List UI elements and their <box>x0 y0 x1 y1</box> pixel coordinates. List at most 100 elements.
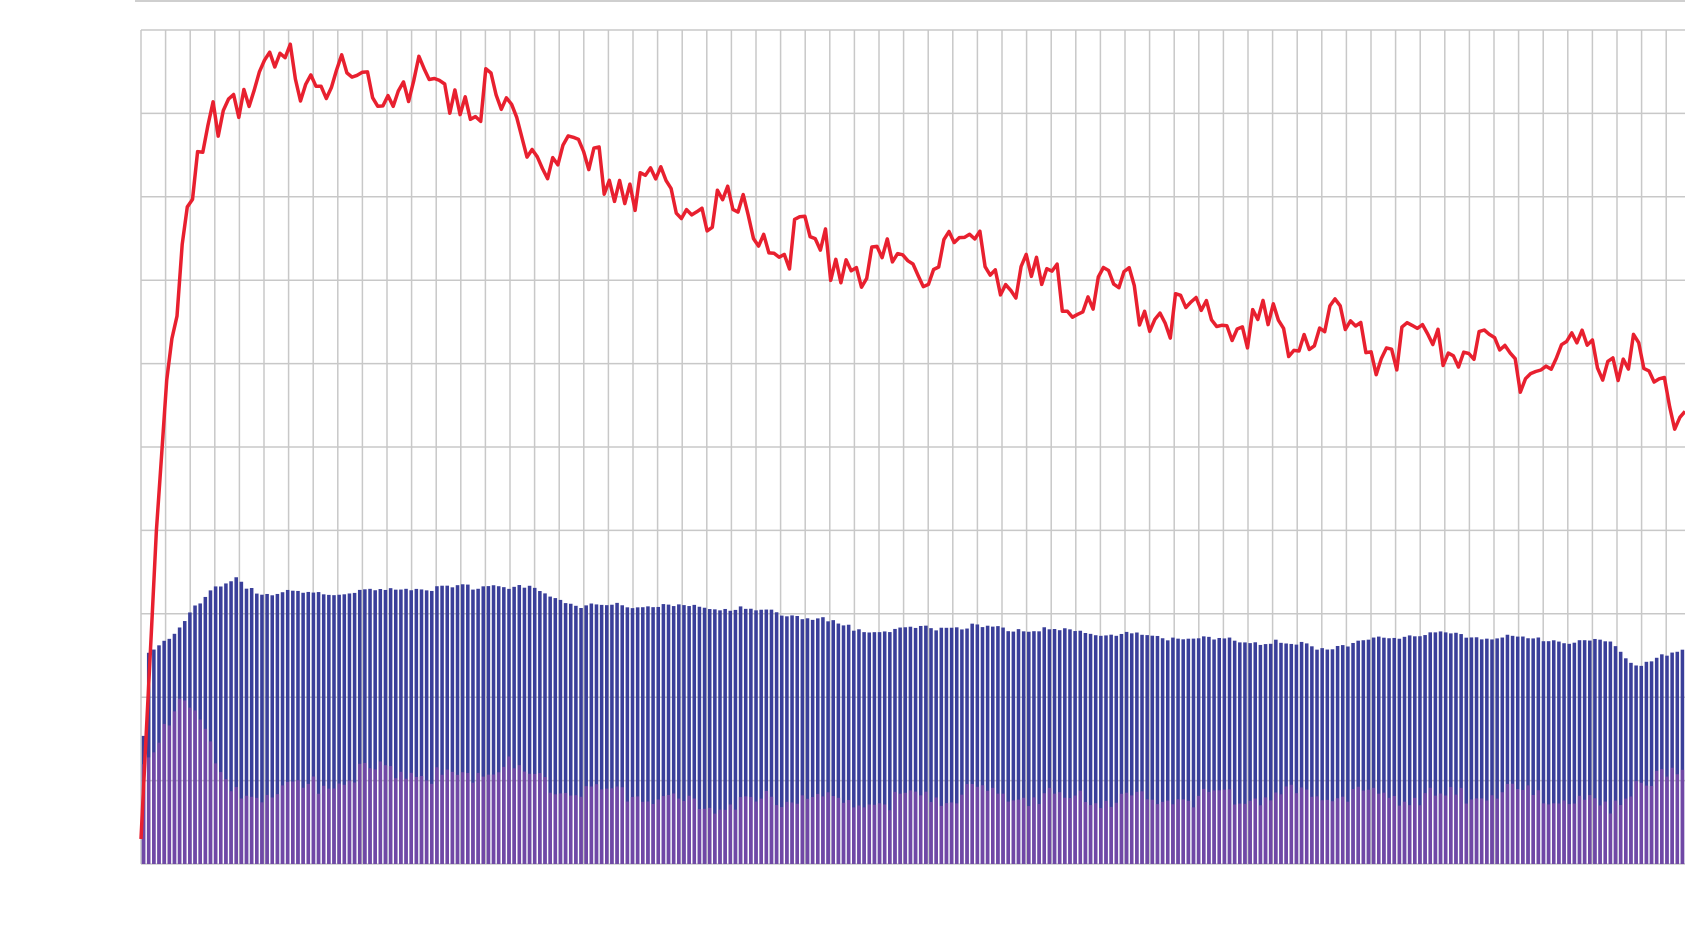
blue-bar <box>352 592 357 864</box>
purple-bar <box>167 725 172 864</box>
purple-bar <box>743 796 748 864</box>
blue-bar <box>1644 661 1649 864</box>
blue-bar <box>574 605 578 864</box>
purple-bar <box>543 777 547 864</box>
blue-bar <box>713 609 717 864</box>
blue-bar <box>1093 635 1098 864</box>
purple-bar <box>507 756 511 864</box>
purple-bar <box>265 794 269 864</box>
purple-bar <box>1675 774 1680 864</box>
blue-bar <box>229 581 233 864</box>
blue-bar <box>1258 644 1263 864</box>
purple-bar <box>1608 813 1613 864</box>
blue-bar <box>779 615 784 864</box>
blue-bar <box>476 588 480 864</box>
blue-bar <box>1150 635 1155 864</box>
blue-bar <box>1227 637 1232 864</box>
purple-bar <box>677 798 681 864</box>
blue-bar <box>682 605 686 864</box>
blue-bar <box>1675 651 1680 864</box>
blue-bar <box>836 623 841 864</box>
purple-bar <box>980 785 985 864</box>
purple-bar <box>1227 789 1232 864</box>
blue-bar <box>347 593 352 864</box>
purple-bar <box>934 797 938 864</box>
blue-bar <box>1485 638 1489 864</box>
blue-bar <box>702 607 707 864</box>
purple-bar <box>182 700 187 864</box>
purple-bar <box>481 776 486 864</box>
purple-bar <box>641 801 645 864</box>
purple-bar-series <box>141 698 1685 864</box>
purple-bar <box>558 793 563 864</box>
blue-bar <box>1299 641 1304 864</box>
blue-bar <box>852 630 856 864</box>
blue-bar <box>1407 635 1412 864</box>
blue-bar <box>908 626 913 864</box>
blue-bar <box>991 626 995 864</box>
blue-bar <box>558 599 563 864</box>
purple-bar <box>754 801 758 864</box>
purple-bar <box>1459 787 1463 864</box>
blue-bar <box>1268 643 1273 864</box>
blue-bar <box>1253 642 1258 864</box>
purple-bar <box>496 772 501 864</box>
blue-bar <box>563 603 568 864</box>
purple-bar <box>1129 795 1134 864</box>
purple-bar <box>579 796 583 864</box>
blue-bar <box>1160 638 1165 864</box>
blue-bar <box>764 609 769 864</box>
purple-bar <box>646 801 650 864</box>
blue-bar <box>363 589 367 864</box>
blue-bar <box>1474 637 1479 864</box>
purple-bar <box>1469 799 1474 864</box>
blue-bar <box>1366 639 1371 864</box>
blue-bar <box>831 620 835 864</box>
blue-bar <box>1232 640 1237 864</box>
blue-bar <box>430 590 434 864</box>
blue-bar <box>872 632 877 864</box>
blue-bar <box>316 592 321 864</box>
blue-bar <box>635 607 640 864</box>
blue-bar <box>1263 644 1268 864</box>
blue-bar <box>589 603 594 864</box>
blue-bar <box>1397 638 1402 864</box>
purple-bar <box>1377 793 1381 864</box>
blue-bar <box>378 589 383 864</box>
purple-bar <box>1258 805 1263 864</box>
purple-bar <box>1598 805 1602 864</box>
purple-bar <box>965 784 969 864</box>
purple-bar <box>975 786 980 864</box>
purple-bar <box>177 698 182 864</box>
blue-bar <box>666 604 671 864</box>
blue-bar <box>1495 638 1499 864</box>
blue-bar <box>1119 633 1124 864</box>
purple-bar <box>208 741 213 864</box>
blue-bar <box>1515 636 1520 864</box>
purple-bar <box>285 781 290 864</box>
blue-bar <box>1567 643 1571 864</box>
blue-bar <box>898 627 902 864</box>
blue-bar <box>419 589 424 864</box>
purple-bar <box>929 802 933 864</box>
blue-bar <box>1304 643 1309 864</box>
purple-bar <box>1093 803 1098 864</box>
blue-bar <box>219 586 223 864</box>
blue-bar <box>1469 637 1474 864</box>
purple-bar <box>1063 797 1067 864</box>
purple-bar <box>1196 795 1201 864</box>
purple-bar <box>419 776 424 864</box>
blue-bar <box>532 587 537 864</box>
purple-bar <box>1320 800 1324 864</box>
blue-bar <box>1361 640 1366 864</box>
purple-bar <box>733 809 738 864</box>
purple-bar <box>440 774 444 864</box>
blue-bar <box>1006 631 1010 864</box>
purple-bar <box>1073 795 1077 864</box>
blue-bar <box>934 630 938 864</box>
purple-bar <box>435 767 439 864</box>
blue-bar <box>244 588 249 864</box>
purple-bar <box>867 804 872 864</box>
purple-bar <box>888 810 892 864</box>
blue-bar <box>656 606 661 864</box>
